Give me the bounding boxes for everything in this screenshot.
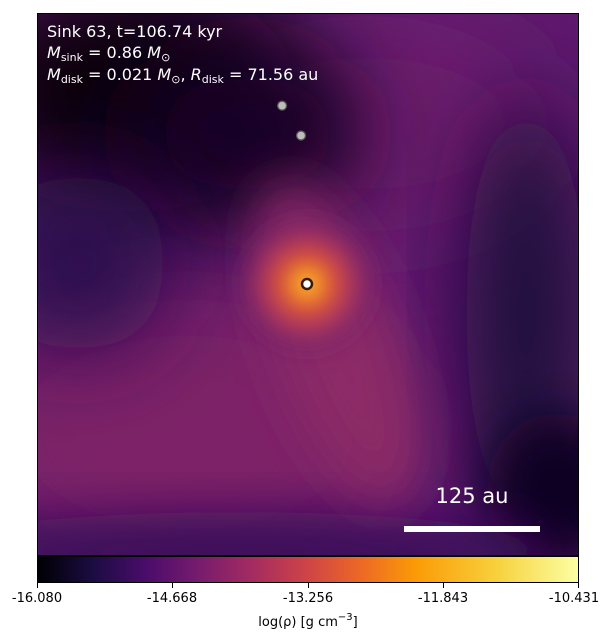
sink-time-label: Sink 63, t=106.74 kyr [47,22,223,41]
colorbar-tick [443,583,444,588]
colorbar-tick-label: -13.256 [282,591,334,606]
colorbar-tick [308,583,309,588]
colorbar [37,556,579,583]
colorbar-tick-label: -14.668 [146,591,198,606]
scale-bar [404,526,540,532]
sink-mass-label: Msink = 0.86 M⊙ [47,43,171,64]
companion-sink-marker [295,130,307,141]
sink-markers [276,100,314,291]
disk-properties-label: Mdisk = 0.021 M⊙, Rdisk = 71.56 au [47,65,319,86]
companion-sink-marker [276,100,288,111]
colorbar-tick [578,583,579,588]
density-projection-panel: Sink 63, t=106.74 kyr Msink = 0.86 M⊙ Md… [37,13,579,556]
scale-bar-label: 125 au [435,484,509,508]
colorbar-tick [172,583,173,588]
central-sink-marker [300,277,314,291]
colorbar-tick-label: -16.080 [11,591,63,606]
colorbar-tick-label: -10.431 [548,591,600,606]
colorbar-tick [37,583,38,588]
colorbar-tick-label: -11.843 [417,591,469,606]
colorbar-label: log(ρ) [g cm−3] [258,612,358,630]
